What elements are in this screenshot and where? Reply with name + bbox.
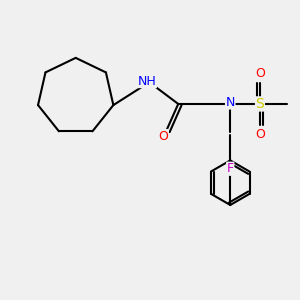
Text: S: S <box>256 97 264 111</box>
Text: O: O <box>158 130 168 142</box>
Text: NH: NH <box>138 74 156 88</box>
Text: N: N <box>226 96 235 109</box>
Text: O: O <box>255 128 265 141</box>
Text: F: F <box>227 162 234 175</box>
Text: O: O <box>255 67 265 80</box>
